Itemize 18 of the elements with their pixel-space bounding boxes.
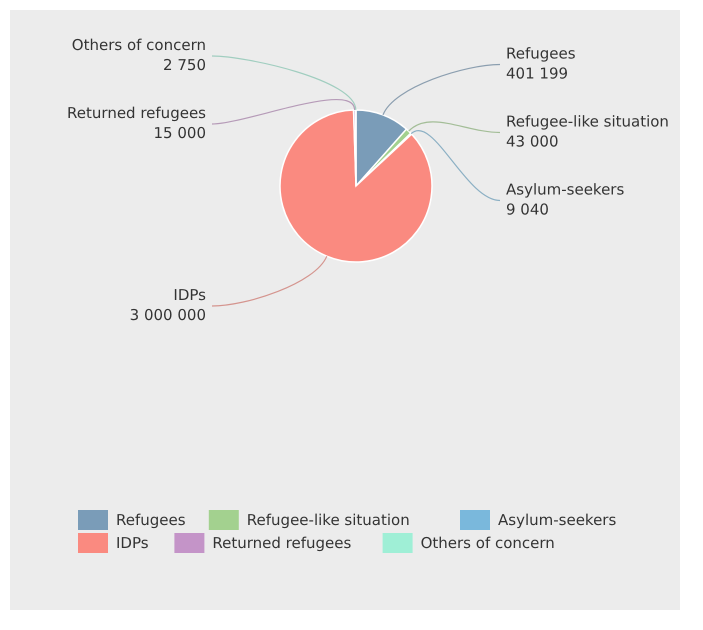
slice-label: Refugee-like situation (506, 112, 669, 130)
legend-label: Refugees (116, 511, 186, 529)
slice-label: Others of concern (72, 36, 206, 54)
slice-label: Returned refugees (67, 104, 206, 122)
legend-label: Returned refugees (212, 534, 352, 552)
slice-label: Refugees (506, 44, 576, 62)
slice-label: Asylum-seekers (506, 180, 624, 198)
data-label: 401 199 (506, 64, 568, 82)
data-label: 3 000 000 (130, 306, 206, 324)
legend-label: Refugee-like situation (246, 511, 410, 529)
legend-label: Asylum-seekers (498, 511, 616, 529)
legend-label: Others of concern (420, 534, 555, 552)
slice-label: IDPs (173, 286, 206, 304)
data-label: 9 040 (506, 200, 549, 218)
legend-label: IDPs (116, 534, 149, 552)
data-label: 2 750 (163, 56, 206, 74)
data-label: 15 000 (154, 124, 206, 142)
data-label: 43 000 (506, 132, 558, 150)
